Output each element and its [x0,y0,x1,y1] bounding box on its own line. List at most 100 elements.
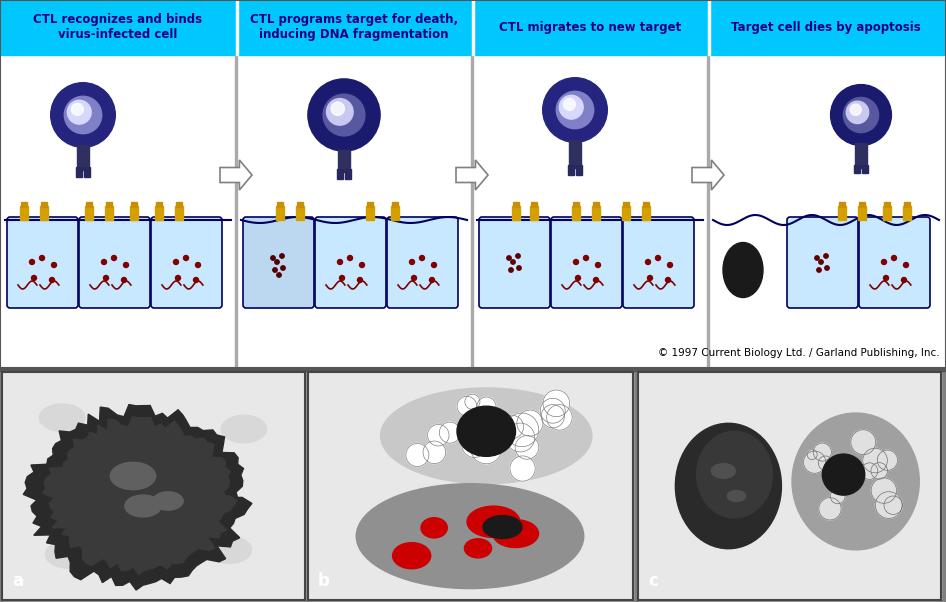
Circle shape [271,256,275,260]
Bar [638,372,941,600]
Circle shape [877,450,898,470]
Ellipse shape [675,423,781,548]
Ellipse shape [723,243,763,297]
Bar [2,372,305,600]
Bar [130,206,138,220]
Ellipse shape [483,516,522,538]
Circle shape [884,496,902,515]
Circle shape [645,259,651,264]
Bar [512,206,520,220]
Bar [838,206,846,220]
Circle shape [540,399,565,423]
Circle shape [575,276,581,281]
Bar [41,202,47,207]
Bar [175,206,183,220]
Bar [308,372,633,600]
Circle shape [307,79,380,151]
Circle shape [517,266,521,270]
Bar [2,372,305,600]
Bar [21,202,27,207]
FancyBboxPatch shape [859,217,930,308]
Bar [530,206,538,220]
Bar [707,55,709,368]
Bar [308,372,633,600]
Circle shape [338,259,342,264]
Bar [472,0,708,55]
Circle shape [101,259,107,264]
Bar [592,206,600,220]
Ellipse shape [45,541,91,568]
Circle shape [176,276,181,281]
Text: CTL recognizes and binds
virus-infected cell: CTL recognizes and binds virus-infected … [33,13,202,41]
FancyBboxPatch shape [551,217,622,308]
Circle shape [124,262,129,267]
Circle shape [51,82,115,147]
Circle shape [844,98,879,132]
Bar [708,0,710,55]
Circle shape [847,101,868,123]
Bar [345,169,351,179]
Circle shape [173,259,179,264]
Bar [903,206,911,220]
Bar [531,202,537,207]
Bar [858,206,866,220]
Bar [176,202,182,207]
Circle shape [543,78,607,142]
Circle shape [462,433,487,458]
Circle shape [882,259,886,264]
Circle shape [875,492,902,518]
Ellipse shape [792,413,920,550]
FancyBboxPatch shape [623,217,694,308]
Circle shape [419,255,425,261]
Bar [156,202,162,207]
Bar [572,206,580,220]
Circle shape [423,441,446,464]
Circle shape [274,260,279,264]
Bar [576,165,582,175]
Circle shape [277,273,281,277]
Bar [367,202,373,207]
Bar [839,202,845,207]
Circle shape [807,450,817,459]
Circle shape [902,278,906,282]
Ellipse shape [696,431,772,518]
Circle shape [506,423,534,452]
Circle shape [347,255,353,261]
Bar [236,0,238,55]
Circle shape [194,278,199,282]
Bar [513,202,519,207]
Circle shape [884,276,888,281]
Circle shape [184,255,188,261]
FancyBboxPatch shape [7,217,78,308]
Ellipse shape [457,406,516,456]
Ellipse shape [153,492,184,510]
Circle shape [457,396,477,416]
Bar [0,370,946,602]
Bar [573,202,579,207]
Bar [84,167,90,177]
Circle shape [556,92,594,129]
Ellipse shape [467,506,520,538]
Bar [85,206,93,220]
Circle shape [359,262,364,267]
FancyBboxPatch shape [79,217,150,308]
Ellipse shape [40,404,85,431]
Circle shape [819,260,823,264]
Bar [471,55,473,368]
Ellipse shape [393,542,430,569]
Circle shape [72,104,83,116]
Bar [235,55,237,368]
Bar [883,206,891,220]
Polygon shape [43,417,237,574]
Circle shape [477,397,496,416]
Circle shape [112,255,116,261]
Circle shape [863,448,887,473]
FancyBboxPatch shape [387,217,458,308]
Circle shape [814,443,832,461]
Bar [622,206,630,220]
Circle shape [67,101,91,124]
Circle shape [31,276,37,281]
Text: Target cell dies by apoptosis: Target cell dies by apoptosis [731,20,920,34]
Ellipse shape [206,536,252,563]
Bar [236,0,472,55]
